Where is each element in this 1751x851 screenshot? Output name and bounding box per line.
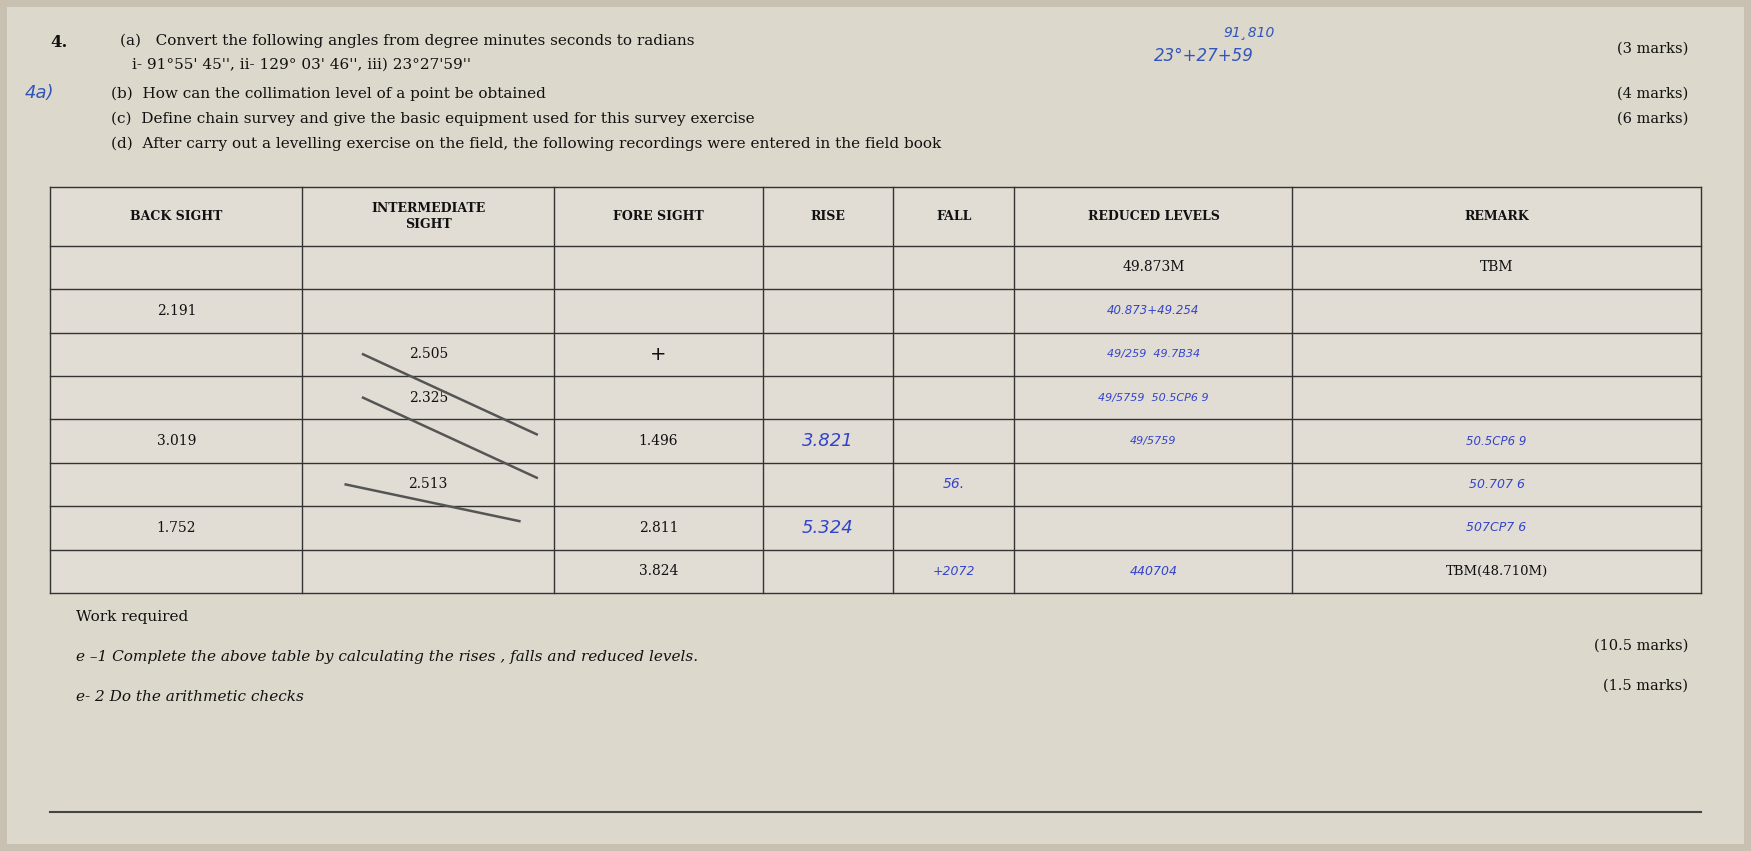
Text: (d)  After carry out a levelling exercise on the field, the following recordings: (d) After carry out a levelling exercise… — [110, 137, 942, 151]
Text: 1.496: 1.496 — [639, 434, 678, 448]
Text: e –1 Complete the above table by calculating the rises , falls and reduced level: e –1 Complete the above table by calcula… — [77, 650, 699, 664]
Text: INTERMEDIATE
SIGHT: INTERMEDIATE SIGHT — [371, 202, 485, 231]
Text: (10.5 marks): (10.5 marks) — [1593, 639, 1688, 653]
Text: 50.5CP6 9: 50.5CP6 9 — [1466, 435, 1527, 448]
Text: 50.707 6: 50.707 6 — [1469, 478, 1525, 491]
Text: 2.505: 2.505 — [408, 347, 448, 362]
Text: 49/5759: 49/5759 — [1129, 436, 1177, 446]
Text: +: + — [650, 345, 667, 363]
Text: 2.325: 2.325 — [408, 391, 448, 405]
Text: REMARK: REMARK — [1464, 210, 1529, 223]
Text: (a)   Convert the following angles from degree minutes seconds to radians: (a) Convert the following angles from de… — [119, 34, 695, 49]
Text: 2.191: 2.191 — [156, 304, 196, 318]
Text: i- 91°55' 45'', ii- 129° 03' 46'', iii) 23°27'59'': i- 91°55' 45'', ii- 129° 03' 46'', iii) … — [131, 57, 471, 71]
Text: (3 marks): (3 marks) — [1618, 42, 1688, 56]
Text: 2.811: 2.811 — [639, 521, 678, 534]
Text: 5.324: 5.324 — [802, 519, 853, 537]
Text: 3.019: 3.019 — [156, 434, 196, 448]
Text: 56.: 56. — [942, 477, 965, 491]
Text: TBM: TBM — [1480, 260, 1513, 275]
Text: e- 2 Do the arithmetic checks: e- 2 Do the arithmetic checks — [77, 690, 305, 704]
Text: 4a): 4a) — [25, 84, 54, 102]
Text: FALL: FALL — [937, 210, 972, 223]
Text: 3.824: 3.824 — [639, 564, 678, 578]
Text: TBM(48.710M): TBM(48.710M) — [1445, 565, 1548, 578]
Text: FORE SIGHT: FORE SIGHT — [613, 210, 704, 223]
Text: 2.513: 2.513 — [408, 477, 448, 491]
Text: REDUCED LEVELS: REDUCED LEVELS — [1087, 210, 1219, 223]
Text: 1.752: 1.752 — [156, 521, 196, 534]
Text: RISE: RISE — [811, 210, 846, 223]
Text: (1.5 marks): (1.5 marks) — [1604, 679, 1688, 694]
Text: +2072: +2072 — [933, 565, 975, 578]
Text: 23°+27+59: 23°+27+59 — [1154, 47, 1254, 66]
Text: 49/259  49.7B34: 49/259 49.7B34 — [1107, 349, 1199, 359]
Text: (4 marks): (4 marks) — [1618, 87, 1688, 100]
Text: 507CP7 6: 507CP7 6 — [1466, 522, 1527, 534]
Text: 49/5759  50.5CP6 9: 49/5759 50.5CP6 9 — [1098, 392, 1208, 403]
Text: (6 marks): (6 marks) — [1618, 111, 1688, 126]
Bar — [51, 187, 1700, 593]
Text: 40.873+49.254: 40.873+49.254 — [1107, 305, 1199, 317]
Text: 4.: 4. — [51, 34, 68, 51]
Text: BACK SIGHT: BACK SIGHT — [130, 210, 222, 223]
Text: 49.873M: 49.873M — [1122, 260, 1185, 275]
Text: 91¸810: 91¸810 — [1222, 26, 1275, 39]
Text: Work required: Work required — [77, 609, 189, 624]
Text: 3.821: 3.821 — [802, 432, 853, 450]
Text: 440704: 440704 — [1129, 565, 1177, 578]
Text: (b)  How can the collimation level of a point be obtained: (b) How can the collimation level of a p… — [110, 87, 546, 101]
Text: (c)  Define chain survey and give the basic equipment used for this survey exerc: (c) Define chain survey and give the bas… — [110, 111, 755, 126]
